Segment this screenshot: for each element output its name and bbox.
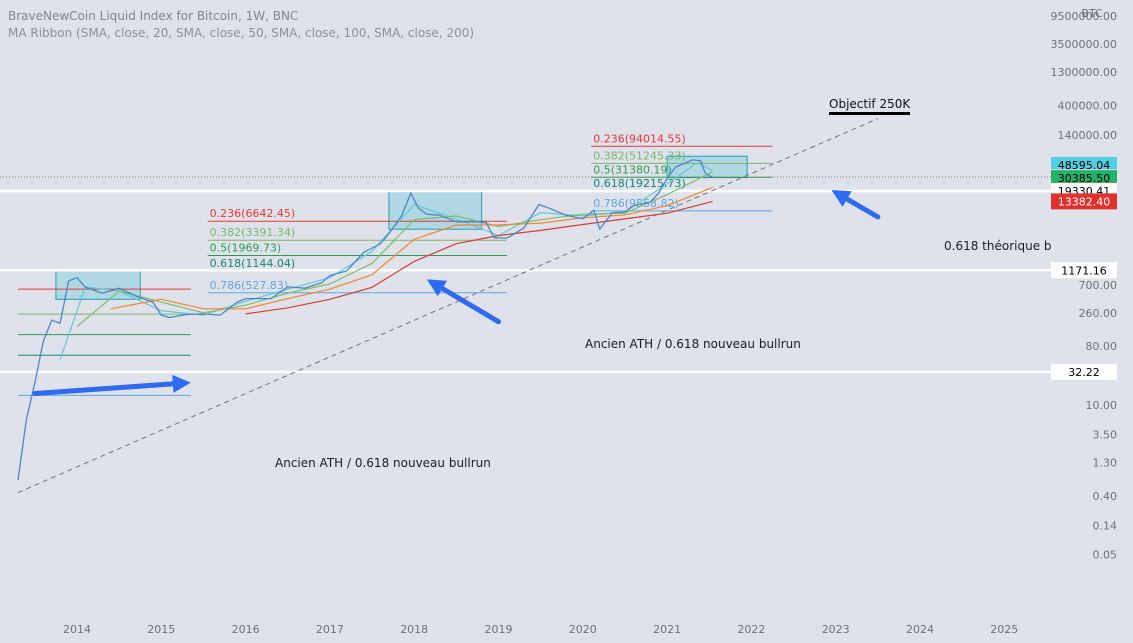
price-series bbox=[17, 159, 713, 481]
y-tick: 140000.00 bbox=[1058, 129, 1118, 142]
y-tick: 0.05 bbox=[1093, 549, 1118, 562]
fib-label-3-0.236: 0.236(94014.55) bbox=[593, 132, 686, 145]
arrow-head-2 bbox=[426, 279, 447, 297]
ancien-ath-annotation-2014[interactable]: Ancien ATH / 0.618 nouveau bullrun bbox=[275, 456, 491, 470]
y-tick: 1300000.00 bbox=[1051, 66, 1117, 79]
price-label-box-32.22 bbox=[1051, 363, 1117, 380]
arrow-shaft-2 bbox=[439, 285, 501, 325]
x-tick-2020: 2020 bbox=[569, 623, 597, 636]
theorique-annotation[interactable]: 0.618 théorique b bbox=[944, 239, 1052, 253]
price-label-32.22: 32.22 bbox=[1068, 366, 1100, 379]
fib-label-2-0.786: 0.786(527.83) bbox=[210, 279, 289, 292]
x-axis: 2014 2015 2016 2017 2018 2019 2020 2021 2022 2023… bbox=[63, 623, 1018, 636]
x-tick-2023: 2023 bbox=[822, 623, 850, 636]
y-tick: 1.30 bbox=[1093, 457, 1118, 470]
y-tick: 3500000.00 bbox=[1051, 38, 1117, 51]
x-tick-2014: 2014 bbox=[63, 623, 91, 636]
horizontal-lines bbox=[0, 176, 1052, 374]
arrow-shaft-3 bbox=[844, 196, 881, 220]
x-tick-2017: 2017 bbox=[316, 623, 344, 636]
arrow-head-1 bbox=[172, 374, 191, 393]
y-tick: 80.00 bbox=[1086, 340, 1118, 353]
ma-line-ma50 bbox=[76, 171, 713, 327]
price-label-box-1171.16 bbox=[1051, 262, 1117, 279]
x-tick-2018: 2018 bbox=[400, 623, 428, 636]
arrow-head-3 bbox=[831, 190, 852, 207]
y-tick: 9500000.00 bbox=[1051, 10, 1117, 23]
fib-label-2-0.618: 0.618(1144.04) bbox=[210, 257, 296, 270]
price-label-13382.40: 13382.40 bbox=[1058, 195, 1111, 208]
ma-line-ma100 bbox=[110, 186, 713, 310]
y-tick: 260.00 bbox=[1079, 307, 1118, 320]
chart-legend: BraveNewCoin Liquid Index for Bitcoin, 1… bbox=[8, 8, 474, 42]
y-tick: 700.00 bbox=[1079, 279, 1118, 292]
objectif-annotation[interactable]: Objectif 250K bbox=[829, 97, 911, 115]
fib-label-3-0.618: 0.618(19215.73) bbox=[593, 177, 686, 190]
fib-label-3-0.786: 0.786(9558.82) bbox=[593, 197, 679, 210]
x-tick-2022: 2022 bbox=[737, 623, 765, 636]
price-label-30385.50: 30385.50 bbox=[1058, 172, 1111, 185]
x-tick-2016: 2016 bbox=[232, 623, 260, 636]
x-tick-2021: 2021 bbox=[653, 623, 681, 636]
x-tick-2024: 2024 bbox=[906, 623, 934, 636]
x-tick-2015: 2015 bbox=[147, 623, 175, 636]
y-tick: 0.40 bbox=[1093, 490, 1118, 503]
price-label-box-13382.40 bbox=[1051, 193, 1117, 210]
trend-line bbox=[17, 118, 879, 494]
y-tick: 400000.00 bbox=[1058, 99, 1118, 112]
fib-label-3-0.5: 0.5(31380.19) bbox=[593, 163, 672, 176]
x-tick-2025: 2025 bbox=[990, 623, 1018, 636]
y-axis-currency: BTC bbox=[1081, 7, 1103, 20]
price-label-box-48595.04 bbox=[1051, 156, 1117, 173]
fib-label-3-0.382: 0.382(51245.33) bbox=[593, 149, 686, 162]
fib-label-2-0.236: 0.236(6642.45) bbox=[210, 207, 296, 220]
fib-label-2-0.382: 0.382(3391.34) bbox=[210, 226, 296, 239]
indicator-label: MA Ribbon (SMA, close, 20, SMA, close, 5… bbox=[8, 26, 475, 40]
ancien-ath-annotation-2018[interactable]: Ancien ATH / 0.618 nouveau bullrun bbox=[585, 337, 801, 351]
price-line bbox=[17, 159, 713, 481]
fib-label-2-0.5: 0.5(1969.73) bbox=[210, 242, 282, 255]
arrows bbox=[32, 190, 881, 396]
price-label-box-30385.50 bbox=[1051, 170, 1117, 187]
ma-line-ma200 bbox=[245, 200, 713, 315]
highlight-zones bbox=[55, 155, 748, 300]
arrow-shaft-1 bbox=[32, 381, 176, 396]
chart-title: BraveNewCoin Liquid Index for Bitcoin, 1… bbox=[8, 9, 299, 23]
price-labels: 48595.0431705.945d 16h30385.5019511.8019… bbox=[1051, 156, 1117, 380]
y-tick: 3.50 bbox=[1093, 429, 1118, 442]
price-label-48595.04: 48595.04 bbox=[1058, 159, 1111, 172]
y-tick: 10.00 bbox=[1086, 399, 1118, 412]
x-tick-2019: 2019 bbox=[485, 623, 513, 636]
trendline bbox=[17, 118, 879, 494]
price-label-1171.16: 1171.16 bbox=[1061, 264, 1107, 277]
y-tick: 0.14 bbox=[1093, 520, 1118, 533]
